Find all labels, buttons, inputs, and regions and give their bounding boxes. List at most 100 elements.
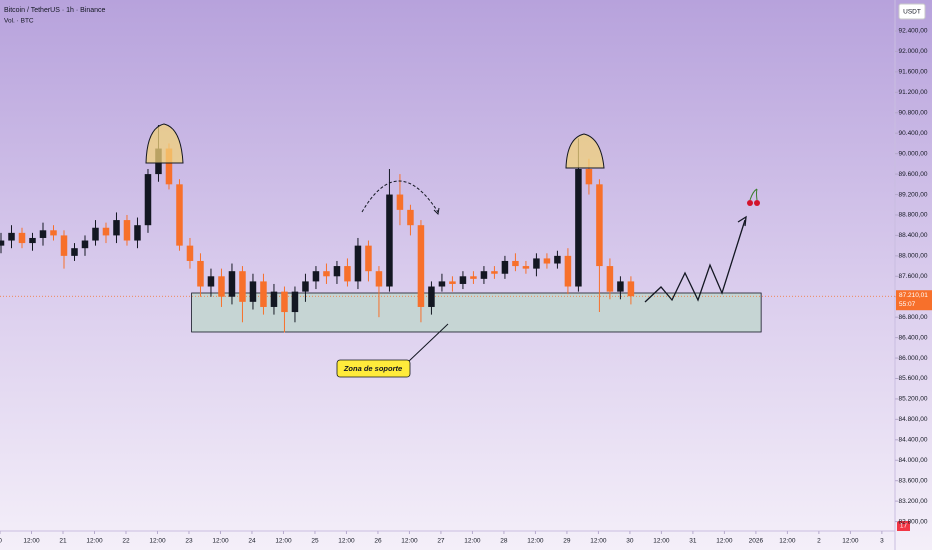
candle-body	[102, 227, 110, 236]
candle-body	[617, 281, 624, 292]
y-tick-label: 83.600,00	[899, 477, 928, 484]
candle-body	[207, 276, 215, 287]
candle-body	[239, 271, 246, 302]
y-tick-label: 92.400,00	[899, 28, 928, 35]
currency[interactable]: USDT	[903, 9, 921, 16]
y-tick-label: 83.200,00	[899, 498, 928, 505]
x-tick-label: 12:00	[86, 538, 103, 545]
annotation: Zona de soporte	[343, 364, 402, 373]
candle-body	[533, 258, 540, 269]
candle-body	[197, 260, 204, 287]
candle-body	[29, 237, 36, 244]
x-tick-label: 24	[248, 538, 256, 545]
candle-body	[218, 276, 225, 297]
candle-body	[281, 291, 288, 313]
candle-body	[323, 271, 330, 277]
y-tick-label: 85.200,00	[899, 396, 928, 403]
x-tick-label: 12:00	[23, 538, 40, 545]
x-tick-label: 22	[122, 538, 130, 545]
candle-body	[470, 276, 477, 279]
candle-body	[270, 291, 278, 307]
cherry	[747, 200, 753, 206]
x-tick-label: 12:00	[590, 538, 607, 545]
y-tick-label: 88.400,00	[899, 232, 928, 239]
y-tick-label: 89.200,00	[899, 191, 928, 198]
x-tick-label: 28	[500, 538, 508, 545]
projection-arrowhead	[737, 215, 747, 227]
y-tick-label: 82.800,00	[899, 518, 928, 525]
x-tick-label: 12:00	[842, 538, 859, 545]
candle-body	[386, 194, 393, 287]
candle-body	[228, 271, 236, 297]
chart-title: Bitcoin / TetherUS · 1h · Binance	[4, 7, 106, 14]
candle-body	[491, 271, 498, 274]
candle-body	[501, 260, 509, 274]
y-tick-label: 84.000,00	[899, 457, 928, 464]
y-tick-label: 91.200,00	[899, 89, 928, 96]
y-tick-label: 90.400,00	[899, 130, 928, 137]
candle-body	[71, 248, 78, 256]
candle-body	[0, 240, 5, 246]
chart-subtitle: Vol. · BTC	[4, 18, 34, 25]
dashed-arc	[361, 180, 439, 213]
currency-box[interactable]	[898, 3, 926, 20]
candle-body	[344, 266, 351, 282]
y-tick-label: 84.800,00	[899, 416, 928, 423]
top-marker	[145, 123, 184, 164]
candle-body	[81, 240, 89, 249]
cherry	[754, 200, 760, 206]
candle-body	[407, 209, 414, 226]
alert-badge[interactable]	[897, 521, 910, 531]
x-tick-label: 26	[374, 538, 382, 545]
candle-body	[144, 174, 152, 226]
x-tick-label: 2026	[749, 538, 764, 545]
candle-body	[575, 168, 582, 287]
candle-body	[606, 266, 614, 292]
y-tick-label: 92.000,00	[899, 48, 928, 55]
projection-path	[644, 219, 746, 303]
x-tick-label: 12:00	[653, 538, 670, 545]
candle-body	[333, 266, 341, 277]
callout-line	[407, 323, 449, 363]
x-tick-label: 21	[59, 538, 67, 545]
candle-body	[512, 260, 519, 267]
candle-body	[302, 281, 309, 292]
last-price-box	[896, 290, 932, 311]
candle-body	[522, 266, 530, 269]
y-tick-label: 89.600,00	[899, 171, 928, 178]
x-tick-label: 12:00	[149, 538, 166, 545]
candle-body	[543, 258, 551, 264]
candle-body	[396, 194, 404, 210]
cherry-stem	[749, 188, 758, 201]
candle-body	[18, 232, 26, 244]
candle-body	[564, 255, 572, 287]
x-tick-label: 29	[563, 538, 571, 545]
candle-body	[449, 281, 456, 284]
x-tick-label: 12:00	[716, 538, 733, 545]
x-tick-label: 12:00	[527, 538, 544, 545]
x-tick-label: 2	[817, 538, 821, 545]
arc-arrowhead	[433, 207, 440, 216]
y-tick-label: 90.800,00	[899, 109, 928, 116]
candle-body	[417, 225, 425, 307]
candle-body	[249, 281, 257, 302]
x-tick-label: 12:00	[338, 538, 355, 545]
y-tick-label: 86.400,00	[899, 334, 928, 341]
candle-body	[459, 276, 467, 284]
x-tick-label: 27	[437, 538, 445, 545]
last-price-label: 87.210,01	[899, 292, 928, 299]
x-tick-label: 12:00	[275, 538, 292, 545]
candle-body	[585, 168, 593, 185]
candle-body	[113, 220, 120, 236]
candle-body	[375, 271, 383, 287]
candle-body	[39, 230, 47, 238]
x-tick-label: 3	[880, 538, 884, 545]
y-tick-label: 90.000,00	[899, 150, 928, 157]
x-tick-label: 12:00	[401, 538, 418, 545]
candle-body	[291, 291, 299, 313]
candle-body	[365, 245, 372, 272]
candle-body	[8, 232, 15, 241]
alert-count[interactable]: 17	[900, 523, 908, 530]
y-tick-label: 86.800,00	[899, 314, 928, 321]
